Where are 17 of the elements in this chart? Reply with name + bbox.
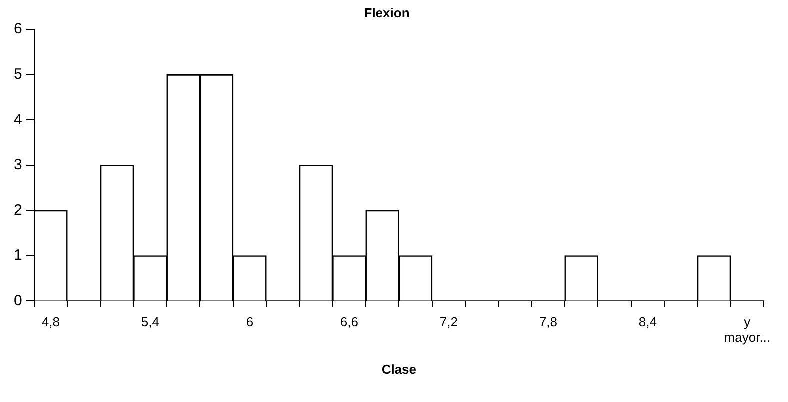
- x-tick-label: y mayor...: [724, 314, 771, 346]
- y-tick-label: 6: [14, 20, 22, 38]
- x-tick-label: 8,4: [638, 314, 657, 330]
- x-tick-label: 5,4: [141, 314, 160, 330]
- x-axis-title: Clase: [382, 362, 417, 377]
- x-tick-label: 6: [246, 314, 254, 330]
- y-tick-label: 2: [14, 202, 22, 219]
- x-tick-label: 4,8: [42, 314, 60, 330]
- x-tick-label: 7,2: [440, 314, 458, 330]
- y-tick-label: 1: [14, 247, 22, 264]
- x-tick-label: 6,6: [340, 314, 358, 330]
- y-tick-label: 3: [14, 156, 22, 174]
- chart-title: Flexion: [364, 5, 410, 20]
- y-tick-label: 5: [14, 66, 22, 84]
- y-tick-label: 0: [14, 292, 22, 310]
- x-tick-label: 7,8: [539, 314, 558, 330]
- y-tick-label: 4: [14, 111, 22, 128]
